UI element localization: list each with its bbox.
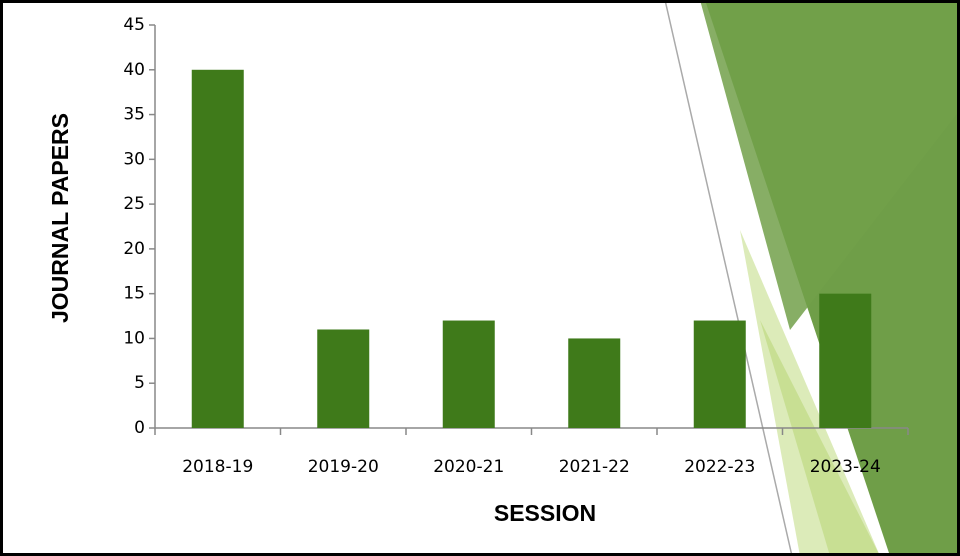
y-tick-label: 40 bbox=[123, 60, 145, 80]
y-axis-label: JOURNAL PAPERS bbox=[47, 113, 73, 323]
y-tick-label: 5 bbox=[134, 373, 145, 393]
y-tick-label: 15 bbox=[123, 284, 145, 304]
x-tick-label: 2023-24 bbox=[810, 457, 881, 477]
decor-mid bbox=[700, 0, 960, 330]
y-tick-label: 10 bbox=[123, 328, 145, 348]
x-axis-label: SESSION bbox=[494, 500, 596, 526]
decor-light bbox=[740, 230, 880, 556]
x-tick-label: 2019-20 bbox=[308, 457, 379, 477]
x-tick-label: 2018-19 bbox=[182, 457, 253, 477]
x-tick-label: 2020-21 bbox=[433, 457, 504, 477]
bar bbox=[317, 329, 370, 428]
bar bbox=[442, 320, 495, 428]
bar bbox=[191, 69, 244, 429]
y-tick-label: 25 bbox=[123, 194, 145, 214]
x-tick-label: 2022-23 bbox=[684, 457, 755, 477]
bar bbox=[693, 320, 746, 428]
y-tick-label: 0 bbox=[134, 418, 145, 438]
bar bbox=[568, 338, 621, 428]
y-tick-label: 20 bbox=[123, 239, 145, 259]
decor-light2 bbox=[760, 320, 880, 556]
x-tick-label: 2021-22 bbox=[559, 457, 630, 477]
y-tick-label: 45 bbox=[123, 15, 145, 35]
y-tick-label: 30 bbox=[123, 149, 145, 169]
y-tick-label: 35 bbox=[123, 105, 145, 125]
bar bbox=[819, 293, 872, 428]
decor-line bbox=[664, 0, 793, 556]
